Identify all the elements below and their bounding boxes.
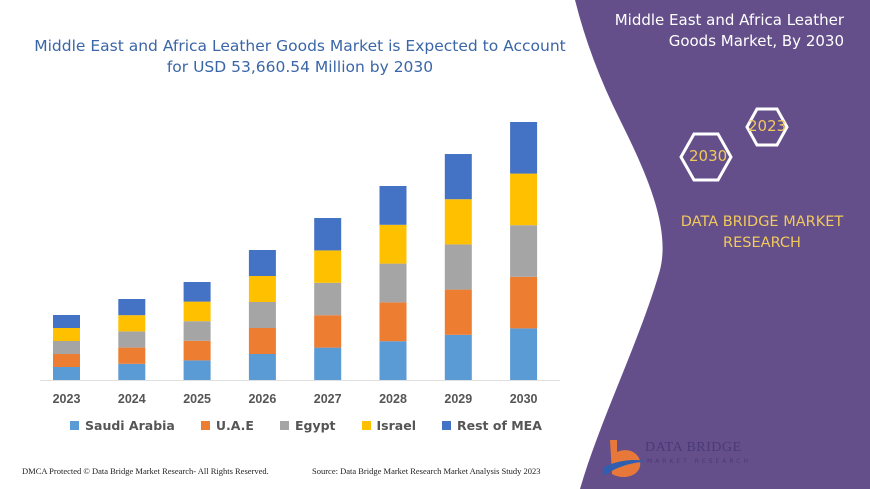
x-tick-label: 2027 <box>314 392 342 406</box>
logo-text: DATA BRIDGE <box>645 440 742 455</box>
bar-segment-2024-egypt <box>118 331 146 348</box>
bar-segment-2030-u-a-e <box>510 276 538 329</box>
bar-segment-2025-u-a-e <box>183 340 211 361</box>
legend-item: U.A.E <box>200 418 254 433</box>
legend-swatch <box>361 421 371 430</box>
bar-segment-2028-rest-of-mea <box>379 185 407 225</box>
x-tick-label: 2024 <box>118 392 146 406</box>
side-panel-title: Middle East and Africa Leather Goods Mar… <box>614 11 844 50</box>
bar-segment-2025-egypt <box>183 321 211 341</box>
bar-segment-2023-u-a-e <box>53 353 80 367</box>
x-tick-label: 2030 <box>510 392 538 406</box>
legend-label: U.A.E <box>215 418 254 433</box>
bar-segment-2027-israel <box>314 250 342 283</box>
hexagon-2023-icon <box>745 107 789 147</box>
bar-segment-2028-saudi-arabia <box>379 341 407 380</box>
bar-segment-2028-u-a-e <box>379 302 407 342</box>
brand-name: DATA BRIDGE MARKET RESEARCH <box>680 214 844 251</box>
bar-segment-2029-egypt <box>444 244 472 290</box>
legend-swatch <box>200 421 210 430</box>
x-tick-label: 2023 <box>53 392 81 406</box>
legend-item: Israel <box>361 418 416 433</box>
hex-year-2030: 2030 <box>689 147 728 165</box>
legend-item: Rest of MEA <box>441 418 542 433</box>
bar-segment-2024-israel <box>118 315 146 332</box>
bar-segment-2029-rest-of-mea <box>444 154 472 200</box>
bar-segment-2023-israel <box>53 327 80 341</box>
x-tick-label: 2026 <box>248 392 276 406</box>
bar-segment-2026-u-a-e <box>248 327 276 354</box>
legend-label: Saudi Arabia <box>85 418 175 433</box>
chart-legend: Saudi Arabia U.A.E Egypt Israel Rest of MEA <box>70 418 568 433</box>
stacked-bar-chart: 2023 2024 2025 2026 2027 2028 2029 2030 <box>40 122 560 406</box>
bar-segment-2023-egypt <box>53 340 80 354</box>
bar-segment-2027-u-a-e <box>314 315 342 348</box>
hexagon-2030-icon <box>679 132 733 182</box>
bar-segment-2025-rest-of-mea <box>183 282 211 302</box>
footer-copyright: DMCA Protected © Data Bridge Market Rese… <box>22 466 269 476</box>
bar-segment-2026-rest-of-mea <box>248 249 276 276</box>
legend-item: Saudi Arabia <box>70 418 175 433</box>
bar-segment-2029-israel <box>444 199 472 245</box>
bar-segment-2023-rest-of-mea <box>53 314 80 328</box>
bar-segment-2027-rest-of-mea <box>314 218 342 251</box>
legend-label: Israel <box>376 418 416 433</box>
bar-segment-2024-u-a-e <box>118 347 146 364</box>
logo-subtext: MARKET RESEARCH <box>647 458 751 465</box>
bar-segment-2030-egypt <box>510 225 538 277</box>
x-tick-label: 2025 <box>183 392 211 406</box>
bar-segment-2025-saudi-arabia <box>183 360 211 380</box>
legend-label: Rest of MEA <box>456 418 542 433</box>
bar-segment-2030-saudi-arabia <box>510 328 538 380</box>
bar-segment-2026-egypt <box>248 301 276 328</box>
data-bridge-logo-icon <box>603 440 645 478</box>
bar-segment-2027-saudi-arabia <box>314 347 342 380</box>
bar-segment-2029-u-a-e <box>444 289 472 335</box>
bar-segment-2025-israel <box>183 301 211 322</box>
legend-swatch <box>441 421 451 430</box>
bar-segment-2024-rest-of-mea <box>118 298 146 316</box>
legend-label: Egypt <box>294 418 336 433</box>
x-tick-label: 2029 <box>444 392 472 406</box>
footer-source: Source: Data Bridge Market Research Mark… <box>312 466 541 476</box>
bar-segment-2027-egypt <box>314 282 342 316</box>
legend-swatch <box>279 421 289 430</box>
bar-segment-2029-saudi-arabia <box>444 334 472 380</box>
legend-swatch <box>70 421 79 430</box>
bar-segment-2028-egypt <box>379 263 407 303</box>
hex-year-2023: 2023 <box>748 117 787 135</box>
bar-segment-2030-israel <box>510 173 538 226</box>
bar-segment-2023-saudi-arabia <box>53 366 80 380</box>
chart-title: Middle East and Africa Leather Goods Mar… <box>34 37 566 76</box>
legend-item: Egypt <box>279 418 336 433</box>
bar-segment-2030-rest-of-mea <box>510 122 538 174</box>
bar-segment-2026-saudi-arabia <box>248 353 276 380</box>
x-tick-label: 2028 <box>379 392 407 406</box>
bar-segment-2024-saudi-arabia <box>118 363 146 380</box>
bar-segment-2028-israel <box>379 224 407 264</box>
bar-segment-2026-israel <box>248 275 276 302</box>
